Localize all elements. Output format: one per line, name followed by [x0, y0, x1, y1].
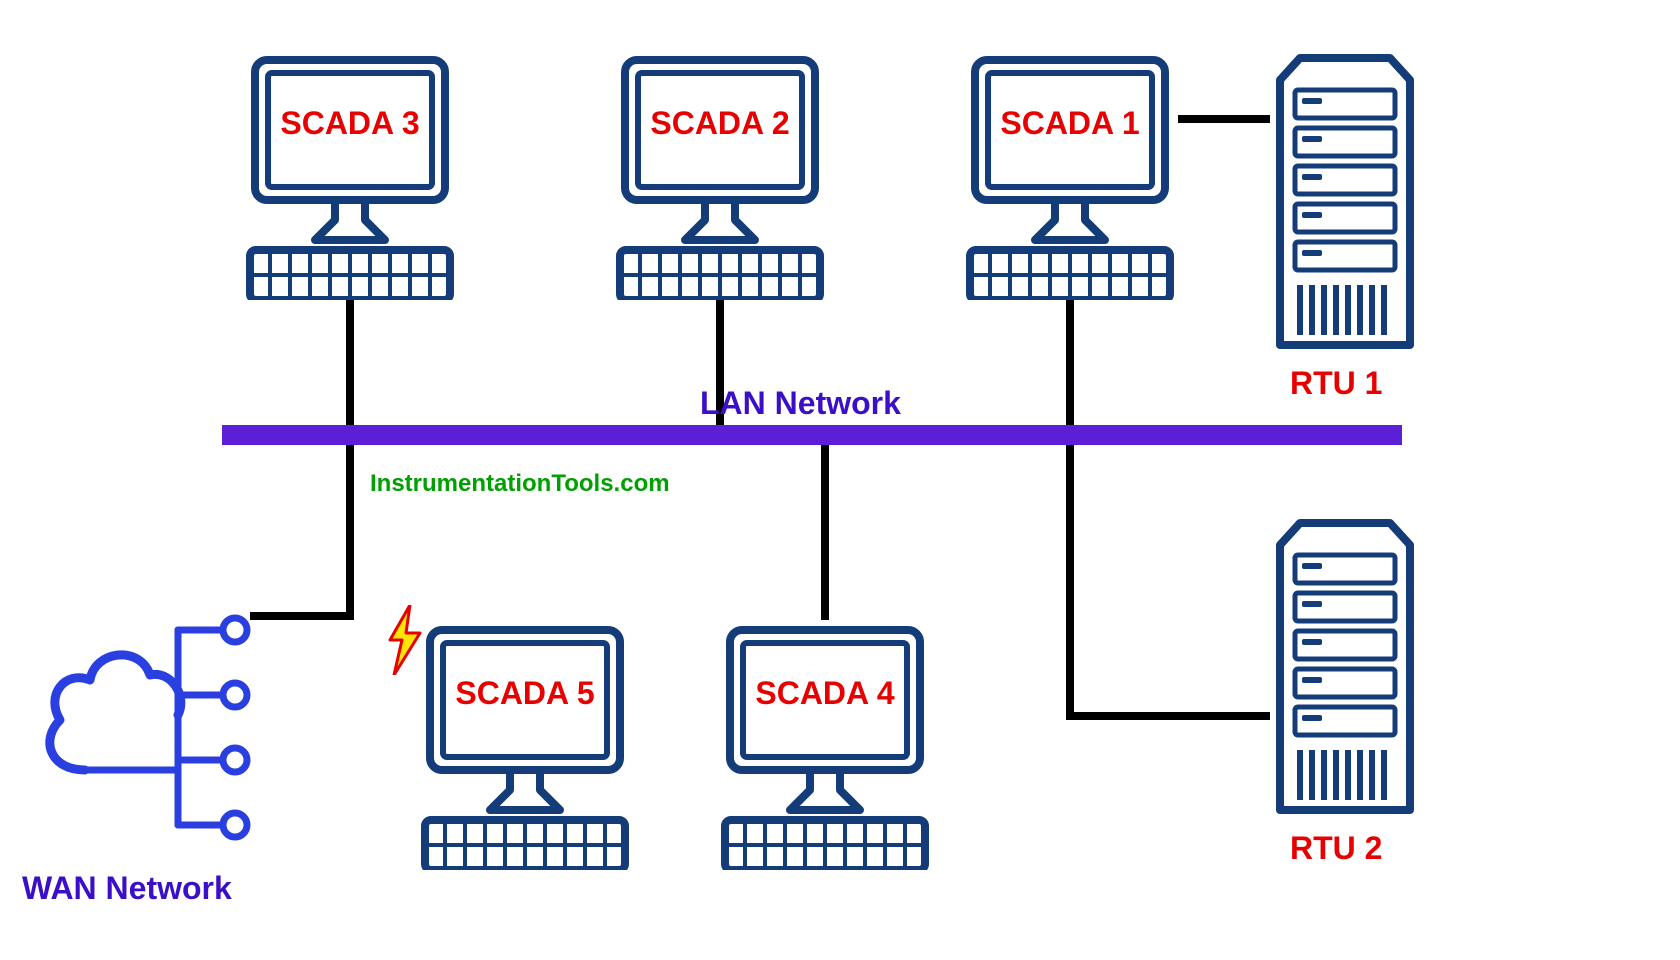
- node-scada-5: SCADA 5: [415, 620, 635, 870]
- lan-network-label: LAN Network: [700, 385, 901, 422]
- node-rtu-2: [1260, 515, 1430, 820]
- node-scada-3: SCADA 3: [240, 50, 460, 300]
- connector-scada1-lan: [1066, 300, 1074, 425]
- computer-icon: [960, 50, 1180, 300]
- scada-label: SCADA 4: [715, 675, 935, 712]
- cloud-network-icon: [30, 590, 270, 860]
- computer-icon: [240, 50, 460, 300]
- computer-icon: [610, 50, 830, 300]
- connector-scada3-lan: [346, 300, 354, 425]
- connector-lan-rtu2-v: [1066, 445, 1074, 720]
- node-rtu-1: [1260, 50, 1430, 355]
- server-icon: [1260, 515, 1430, 820]
- rtu1-label: RTU 1: [1290, 365, 1382, 402]
- computer-icon: [415, 620, 635, 870]
- computer-icon: [715, 620, 935, 870]
- node-wan-cloud: [30, 590, 270, 860]
- wan-network-label: WAN Network: [22, 870, 232, 907]
- scada-label: SCADA 5: [415, 675, 635, 712]
- connector-scada1-rtu1: [1178, 115, 1270, 123]
- scada-label: SCADA 3: [240, 105, 460, 142]
- scada-label: SCADA 1: [960, 105, 1180, 142]
- credit-label: InstrumentationTools.com: [370, 470, 670, 498]
- connector-scada4-lan: [821, 445, 829, 620]
- server-icon: [1260, 50, 1430, 355]
- scada-label: SCADA 2: [610, 105, 830, 142]
- rtu2-label: RTU 2: [1290, 830, 1382, 867]
- bolt-icon: [380, 605, 430, 675]
- connector-lan-wan-v: [346, 445, 354, 620]
- node-scada-2: SCADA 2: [610, 50, 830, 300]
- lan-bus: [222, 425, 1402, 445]
- node-scada-4: SCADA 4: [715, 620, 935, 870]
- node-scada-1: SCADA 1: [960, 50, 1180, 300]
- diagram-canvas: LAN Network InstrumentationTools.com WAN…: [0, 0, 1680, 960]
- connector-lan-rtu2-h: [1066, 712, 1270, 720]
